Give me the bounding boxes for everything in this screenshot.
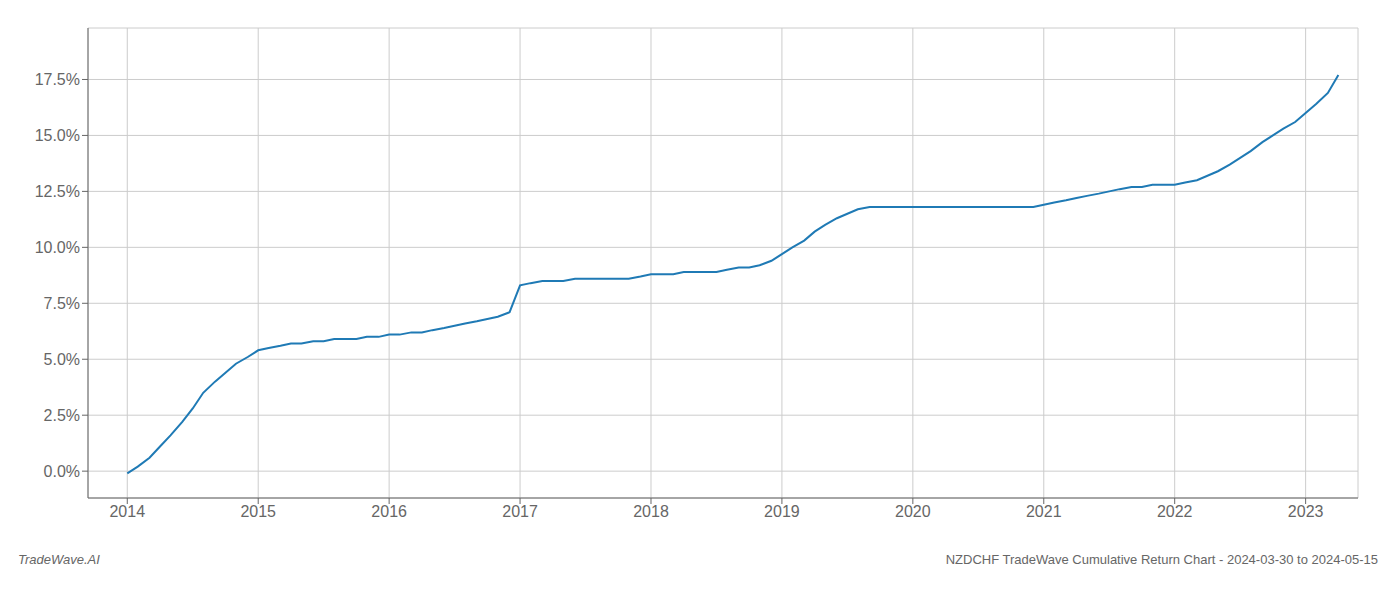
html-text:NZDCHF TradeWave Cumulative Re: NZDCHF TradeWave Cumulative Return Chart…	[945, 552, 1378, 567]
svg-text:17.5%: 17.5%	[35, 71, 80, 88]
svg-text:2018: 2018	[633, 503, 669, 520]
html-text:TradeWave.AI: TradeWave.AI	[18, 552, 100, 567]
svg-text:2015: 2015	[240, 503, 276, 520]
svg-text:10.0%: 10.0%	[35, 239, 80, 256]
svg-text:12.5%: 12.5%	[35, 183, 80, 200]
svg-text:2020: 2020	[895, 503, 931, 520]
svg-text:2019: 2019	[764, 503, 800, 520]
svg-text:5.0%: 5.0%	[44, 351, 80, 368]
svg-text:2017: 2017	[502, 503, 538, 520]
svg-text:15.0%: 15.0%	[35, 127, 80, 144]
svg-text:2022: 2022	[1157, 503, 1193, 520]
svg-text:7.5%: 7.5%	[44, 295, 80, 312]
svg-text:2014: 2014	[109, 503, 145, 520]
svg-text:2023: 2023	[1288, 503, 1324, 520]
svg-text:0.0%: 0.0%	[44, 463, 80, 480]
svg-text:2021: 2021	[1026, 503, 1062, 520]
svg-text:2.5%: 2.5%	[44, 407, 80, 424]
svg-text:2016: 2016	[371, 503, 407, 520]
